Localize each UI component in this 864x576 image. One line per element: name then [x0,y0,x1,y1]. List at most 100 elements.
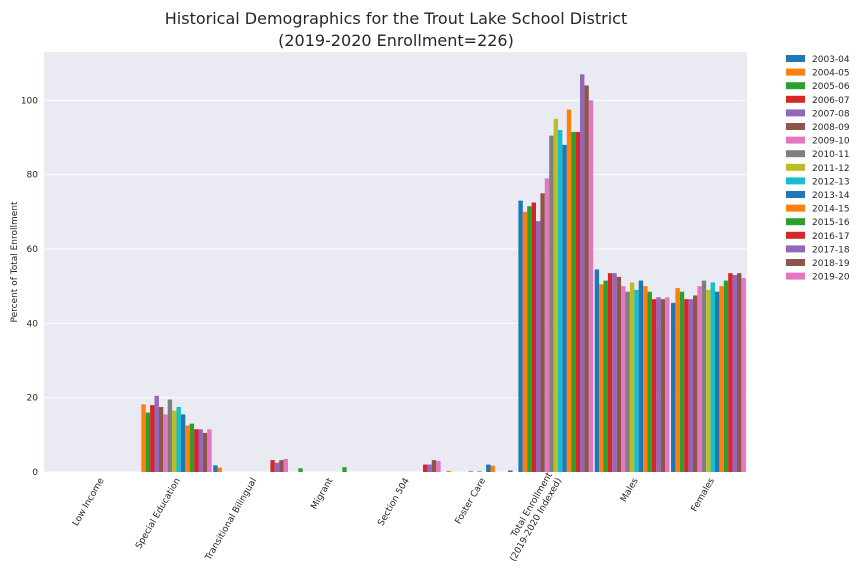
bar [575,131,580,472]
bar [656,297,661,472]
legend-item: 2008-09 [786,123,850,133]
legend-item: 2007-08 [786,109,850,119]
legend-swatch [786,272,805,280]
bar-series [141,74,746,473]
legend: 2003-04 2004-05 2005-06 2006-07 2007-08 2008-… [786,55,850,283]
legend-swatch [786,68,805,76]
bar [486,464,491,472]
bar [141,404,146,472]
bar [679,291,685,472]
legend-swatch [786,109,805,117]
bar [737,273,742,472]
bar [522,211,528,472]
legend-label: 2008-09 [812,123,850,133]
legend-swatch [786,136,805,144]
bar [675,288,680,472]
bar [588,100,594,472]
bar [629,282,635,472]
x-tick-label-line: Special Education [134,477,183,551]
legend-label: 2007-08 [812,109,850,119]
bar [150,405,155,472]
bar [198,429,203,472]
legend-item: 2009-10 [786,136,850,147]
bar [158,406,164,472]
bar [431,460,437,472]
legend-swatch [786,245,805,253]
bar [436,460,441,472]
legend-swatch [786,95,805,103]
x-tick-label: Low Income [71,476,107,528]
bar [342,467,347,472]
series-2012-13 [176,130,715,473]
bar [693,295,698,472]
x-tick-label-line: Females [690,476,717,514]
legend-label: 2015-16 [812,218,850,228]
legend-swatch [786,55,805,62]
y-axis-label: Percent of Total Enrollment [10,201,20,323]
bar [665,297,670,472]
x-tick-label: Migrant [310,476,336,511]
x-tick-label-line: Section 504 [376,476,412,528]
chart-title: Historical Demographics for the Trout La… [165,9,627,50]
bar [298,468,303,472]
x-tick-label: Males [619,476,641,504]
bar [612,273,617,472]
bar [634,289,639,472]
series-2008-09 [158,193,698,473]
y-tick-label: 0 [32,468,38,478]
legend-label: 2018-19 [812,259,850,269]
bar [688,299,693,472]
x-tick-label: Section 504 [376,476,412,528]
bar [553,118,558,473]
bar [536,221,541,472]
series-2013-14 [180,144,720,473]
legend-label: 2013-14 [812,191,850,201]
legend-swatch [786,177,805,185]
bar [518,200,523,473]
bar [701,280,707,472]
x-tick-label: Special Education [134,477,183,551]
legend-item: 2006-07 [786,95,850,106]
legend-label: 2004-05 [812,69,850,79]
y-tick-label: 100 [21,96,38,106]
legend-label: 2009-10 [812,137,850,147]
bar [540,193,545,473]
x-tick-label: Foster Care [454,476,489,526]
series-2016-17 [194,131,733,472]
bar [607,273,613,472]
bar [477,470,482,472]
legend-item: 2017-18 [786,245,850,255]
bar [599,284,604,472]
legend-item: 2013-14 [786,191,850,201]
bar [213,465,218,472]
bar [671,302,676,472]
series-2017-18 [198,74,737,473]
bar [207,429,212,472]
bar [154,395,159,472]
chart-subtitle: (2019-2020 Enrollment=226) [278,31,514,50]
bar [544,178,550,472]
bar [719,286,724,472]
legend-label: 2011-12 [812,164,850,174]
bar [145,412,151,472]
bar [728,273,733,472]
bar [723,280,729,472]
legend-item: 2012-13 [786,177,850,187]
bar [176,406,181,472]
legend-item: 2019-20 [786,272,850,283]
bar [189,423,195,472]
bar [697,286,702,472]
series-2015-16 [189,131,729,472]
bar [172,410,177,472]
bar [715,291,720,472]
legend-item: 2011-12 [786,163,850,174]
bar [594,269,600,472]
bar [202,432,208,472]
y-tick-label: 60 [27,245,39,255]
bar [274,462,280,472]
x-tick-label: Total Enrollment(2019-2020 Indexed) [499,471,565,564]
legend-item: 2015-16 [786,218,850,228]
bar [490,465,495,472]
y-tick-label: 20 [27,394,39,404]
chart-title-line-1: Historical Demographics for the Trout La… [165,9,627,28]
